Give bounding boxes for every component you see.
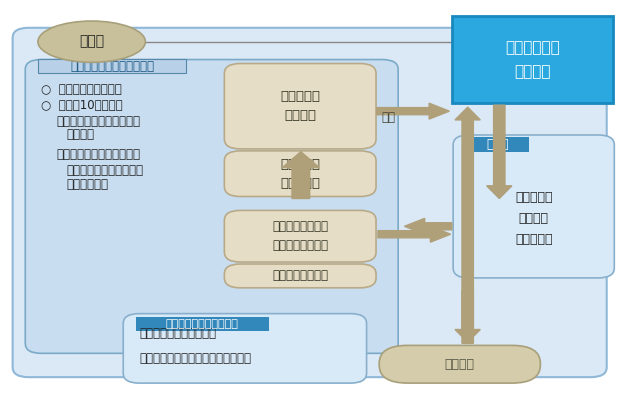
Text: 犯罪被害者等の支援等に: 犯罪被害者等の支援等に <box>66 164 143 177</box>
Text: 年次報告: 年次報告 <box>445 358 475 371</box>
Text: 犯罪被害者等施策推進会議: 犯罪被害者等施策推進会議 <box>70 60 154 73</box>
FancyArrow shape <box>378 226 451 242</box>
FancyBboxPatch shape <box>25 60 398 353</box>
Text: 各省庁: 各省庁 <box>486 138 509 151</box>
FancyArrow shape <box>404 218 452 234</box>
Text: ○  委員（10人以内）: ○ 委員（10人以内） <box>41 99 123 112</box>
Text: 基本計画の
案の作成: 基本計画の 案の作成 <box>280 90 320 122</box>
FancyBboxPatch shape <box>224 210 376 262</box>
Text: 内閣府: 内閣府 <box>79 35 104 49</box>
Text: 犯罪被害者等施策推進室: 犯罪被害者等施策推進室 <box>166 319 239 329</box>
FancyArrow shape <box>487 105 512 198</box>
Text: ・内閣総理大臣が任命する: ・内閣総理大臣が任命する <box>57 148 141 161</box>
Text: 閣議: 閣議 <box>382 111 396 123</box>
FancyBboxPatch shape <box>452 16 613 103</box>
FancyArrow shape <box>455 107 480 343</box>
FancyBboxPatch shape <box>123 314 367 383</box>
FancyBboxPatch shape <box>224 264 376 288</box>
Text: ○  会長：内閣官房長官: ○ 会長：内閣官房長官 <box>41 83 122 96</box>
FancyBboxPatch shape <box>136 317 269 331</box>
Ellipse shape <box>38 21 145 62</box>
Text: ・犯罪被害者等施策推進会議の庶務: ・犯罪被害者等施策推進会議の庶務 <box>139 353 251 365</box>
Text: 施策の実施状況の
検証・評価・監視: 施策の実施状況の 検証・評価・監視 <box>272 220 328 252</box>
FancyArrow shape <box>455 291 480 342</box>
Text: 基本計画に
のっとり
施策を実施: 基本計画に のっとり 施策を実施 <box>515 191 552 246</box>
FancyBboxPatch shape <box>224 151 376 197</box>
FancyBboxPatch shape <box>38 59 186 73</box>
FancyBboxPatch shape <box>13 28 607 377</box>
Text: その他重要
事項の審議: その他重要 事項の審議 <box>280 158 320 190</box>
FancyArrow shape <box>377 103 449 119</box>
Text: 施策の実施の推進: 施策の実施の推進 <box>272 270 328 282</box>
Text: 犯罪被害者等
基本計画: 犯罪被害者等 基本計画 <box>505 40 560 79</box>
Text: ・内閣総理大臣が指定する: ・内閣総理大臣が指定する <box>57 115 141 127</box>
FancyBboxPatch shape <box>453 135 614 278</box>
Text: ・基本計画の作成・推進: ・基本計画の作成・推進 <box>139 327 216 339</box>
Text: 関する有識者: 関する有識者 <box>66 178 108 191</box>
FancyBboxPatch shape <box>224 64 376 149</box>
FancyBboxPatch shape <box>466 137 529 152</box>
Text: 国務大臣: 国務大臣 <box>66 129 94 141</box>
FancyArrow shape <box>283 152 319 198</box>
FancyBboxPatch shape <box>379 345 540 383</box>
